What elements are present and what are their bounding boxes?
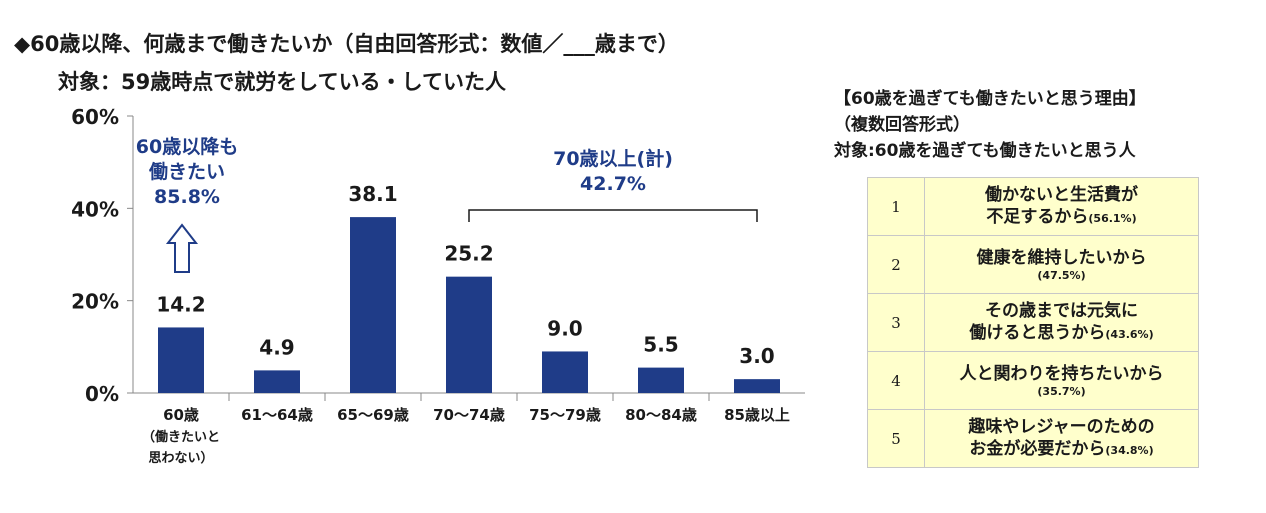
y-tick-label: 0% <box>85 382 119 406</box>
x-tick-label: 思わない） <box>148 450 213 466</box>
reason-row: 5 趣味やレジャーのための お金が必要だから(34.8%) <box>867 409 1199 468</box>
reason-rank: 1 <box>867 177 925 236</box>
bar <box>350 217 396 393</box>
reason-row: 4 人と関わりを持ちたいから (35.7%) <box>867 351 1199 410</box>
bar <box>734 379 780 393</box>
reason-line: 働かないと生活費が <box>985 184 1138 205</box>
reason-text: 働かないと生活費が 不足するから(56.1%) <box>924 177 1199 236</box>
reason-text: 健康を維持したいから (47.5%) <box>924 235 1199 294</box>
reasons-title-line: 対象:60歳を過ぎても働きたいと思う人 <box>834 141 1136 161</box>
bar <box>158 327 204 393</box>
reason-percent: (43.6%) <box>1105 327 1154 341</box>
bar <box>542 351 588 393</box>
x-tick-label: 60歳 <box>163 406 199 424</box>
reason-line: 不足するから(56.1%) <box>986 206 1137 227</box>
reason-line: お金が必要だから(34.8%) <box>969 438 1154 459</box>
bar-value-label: 25.2 <box>444 242 493 266</box>
reason-percent: (34.8%) <box>1105 443 1154 457</box>
bar-value-label: 14.2 <box>156 292 205 316</box>
reasons-title: 【60歳を過ぎても働きたいと思う理由】 （複数回答形式） 対象:60歳を過ぎても… <box>834 86 1146 164</box>
bar-value-label: 4.9 <box>259 335 294 359</box>
bracket <box>468 209 758 222</box>
reason-row: 1 働かないと生活費が 不足するから(56.1%) <box>867 177 1199 236</box>
reason-line: 働けると思うから(43.6%) <box>969 322 1154 343</box>
reason-rank: 3 <box>867 293 925 352</box>
reason-text: 趣味やレジャーのための お金が必要だから(34.8%) <box>924 409 1199 468</box>
y-tick-label: 40% <box>71 197 119 221</box>
x-tick-label: 61～64歳 <box>241 406 313 424</box>
x-tick-label: 65～69歳 <box>337 406 409 424</box>
reason-line: 人と関わりを持ちたいから <box>959 363 1164 384</box>
annotation-text: 働きたい <box>148 160 225 183</box>
annotation-text: 70歳以上(計) <box>553 147 673 170</box>
reason-percent: (35.7%) <box>1037 384 1086 398</box>
reason-row: 2 健康を維持したいから (47.5%) <box>867 235 1199 294</box>
reason-line: その歳までは元気に <box>985 300 1138 321</box>
reasons-title-line: 【60歳を過ぎても働きたいと思う理由】 <box>834 89 1146 109</box>
annotation-text: 85.8% <box>154 186 220 208</box>
reasons-table: 1 働かないと生活費が 不足するから(56.1%) 2 健康を維持したいから (47.5%… <box>867 177 1199 468</box>
bar-value-label: 5.5 <box>643 333 678 357</box>
page-subtitle: 対象：59歳時点で就労をしている・していた人 <box>58 70 506 94</box>
reasons-title-line: （複数回答形式） <box>834 115 970 135</box>
up-arrow-icon <box>165 223 199 273</box>
reason-line: 趣味やレジャーのための <box>968 416 1155 437</box>
x-tick-label: 80～84歳 <box>625 406 697 424</box>
bar <box>638 367 684 393</box>
bar <box>254 370 300 393</box>
x-tick-label: （働きたいと <box>142 429 220 445</box>
x-tick-label: 75～79歳 <box>529 406 601 424</box>
y-tick-label: 20% <box>71 290 119 314</box>
bar-value-label: 3.0 <box>739 344 774 368</box>
reason-text: その歳までは元気に 働けると思うから(43.6%) <box>924 293 1199 352</box>
reason-rank: 2 <box>867 235 925 294</box>
reason-line: 健康を維持したいから <box>976 247 1147 268</box>
bar-value-label: 9.0 <box>547 316 582 340</box>
annotation-text: 42.7% <box>580 173 646 195</box>
bar <box>446 276 492 393</box>
reason-rank: 5 <box>867 409 925 468</box>
bar-value-label: 38.1 <box>348 182 397 206</box>
annotation-text: 60歳以降も <box>136 135 238 158</box>
reason-rank: 4 <box>867 351 925 410</box>
reason-percent: (47.5%) <box>1037 268 1086 282</box>
reason-percent: (56.1%) <box>1088 211 1137 225</box>
x-tick-label: 85歳以上 <box>724 406 790 424</box>
reason-row: 3 その歳までは元気に 働けると思うから(43.6%) <box>867 293 1199 352</box>
y-tick-label: 60% <box>71 105 119 129</box>
x-tick-label: 70～74歳 <box>433 406 505 424</box>
reason-text: 人と関わりを持ちたいから (35.7%) <box>924 351 1199 410</box>
page-title: ◆60歳以降、何歳まで働きたいか（自由回答形式：数値／___歳まで） <box>14 32 679 56</box>
